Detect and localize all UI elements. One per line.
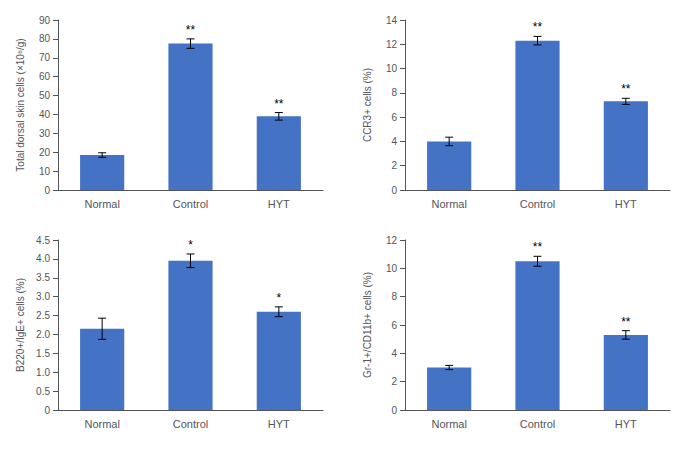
svg-text:0: 0 bbox=[391, 405, 397, 416]
svg-text:Control: Control bbox=[173, 198, 208, 210]
svg-text:**: ** bbox=[533, 240, 543, 254]
svg-text:80: 80 bbox=[39, 33, 51, 44]
svg-text:HYT: HYT bbox=[615, 198, 637, 210]
svg-text:12: 12 bbox=[386, 235, 398, 246]
svg-text:HYT: HYT bbox=[268, 418, 290, 430]
svg-text:HYT: HYT bbox=[615, 418, 637, 430]
svg-text:3.5: 3.5 bbox=[36, 272, 50, 283]
svg-text:**: ** bbox=[186, 23, 196, 37]
svg-text:4: 4 bbox=[391, 136, 397, 147]
svg-text:**: ** bbox=[621, 315, 631, 329]
svg-text:70: 70 bbox=[39, 52, 51, 63]
svg-text:50: 50 bbox=[39, 90, 51, 101]
svg-text:2.5: 2.5 bbox=[36, 310, 50, 321]
svg-text:0: 0 bbox=[391, 185, 397, 196]
svg-text:Gr-1+/CD11b+ cells (%): Gr-1+/CD11b+ cells (%) bbox=[362, 272, 373, 378]
svg-text:Control: Control bbox=[520, 418, 555, 430]
svg-text:10: 10 bbox=[386, 263, 398, 274]
svg-text:Control: Control bbox=[520, 198, 555, 210]
svg-text:4.5: 4.5 bbox=[36, 235, 50, 246]
svg-text:8: 8 bbox=[391, 291, 397, 302]
svg-text:4.0: 4.0 bbox=[36, 253, 50, 264]
svg-text:14: 14 bbox=[386, 15, 398, 26]
svg-text:Total dorsal skin cells (×10⁶/: Total dorsal skin cells (×10⁶/g) bbox=[15, 38, 26, 171]
svg-text:6: 6 bbox=[391, 112, 397, 123]
svg-text:Normal: Normal bbox=[431, 418, 466, 430]
svg-text:90: 90 bbox=[39, 15, 51, 26]
svg-text:10: 10 bbox=[39, 166, 51, 177]
svg-text:1.0: 1.0 bbox=[36, 367, 50, 378]
svg-text:Normal: Normal bbox=[431, 198, 466, 210]
svg-text:*: * bbox=[276, 291, 281, 305]
svg-text:0.5: 0.5 bbox=[36, 386, 50, 397]
svg-text:6: 6 bbox=[391, 320, 397, 331]
svg-text:60: 60 bbox=[39, 71, 51, 82]
svg-text:Normal: Normal bbox=[84, 198, 119, 210]
svg-text:2.0: 2.0 bbox=[36, 329, 50, 340]
svg-text:**: ** bbox=[274, 97, 284, 111]
svg-text:3.0: 3.0 bbox=[36, 291, 50, 302]
svg-text:B220+/IgE+ cells (%): B220+/IgE+ cells (%) bbox=[15, 278, 26, 372]
svg-text:10: 10 bbox=[386, 63, 398, 74]
svg-text:20: 20 bbox=[39, 147, 51, 158]
svg-text:12: 12 bbox=[386, 39, 398, 50]
svg-text:Normal: Normal bbox=[84, 418, 119, 430]
svg-text:0: 0 bbox=[44, 185, 50, 196]
svg-text:0: 0 bbox=[44, 405, 50, 416]
svg-text:4: 4 bbox=[391, 348, 397, 359]
svg-text:2: 2 bbox=[391, 160, 397, 171]
svg-text:8: 8 bbox=[391, 87, 397, 98]
svg-text:**: ** bbox=[621, 82, 631, 96]
svg-text:30: 30 bbox=[39, 128, 51, 139]
svg-text:1.5: 1.5 bbox=[36, 348, 50, 359]
svg-text:40: 40 bbox=[39, 109, 51, 120]
svg-text:*: * bbox=[188, 238, 193, 252]
svg-text:2: 2 bbox=[391, 376, 397, 387]
svg-text:**: ** bbox=[533, 20, 543, 34]
svg-text:Control: Control bbox=[173, 418, 208, 430]
svg-text:CCR3+ cells (%): CCR3+ cells (%) bbox=[362, 68, 373, 142]
svg-text:HYT: HYT bbox=[268, 198, 290, 210]
